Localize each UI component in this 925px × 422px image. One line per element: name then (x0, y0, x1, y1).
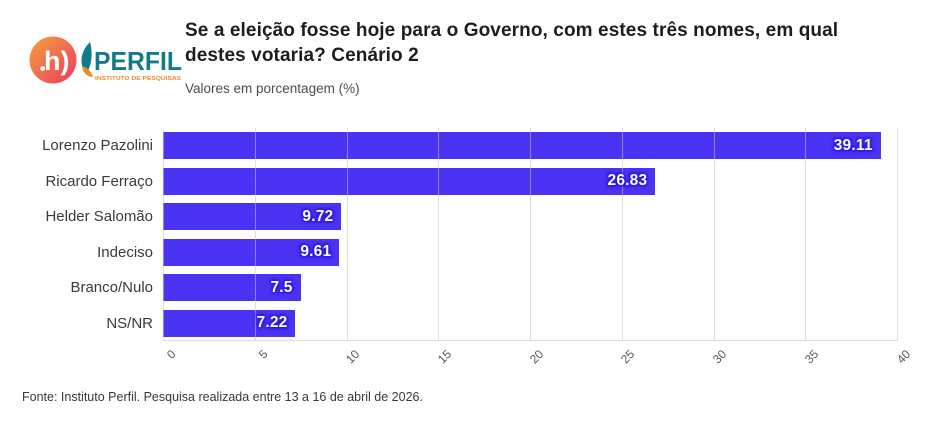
bar: 9.72 (163, 203, 342, 231)
x-axis-tick-label: 5 (256, 347, 271, 362)
bar: 7.5 (163, 274, 301, 302)
bar: 26.83 (163, 167, 656, 195)
logo-monogram-text: h) (44, 46, 69, 76)
x-axis-tick-label: 25 (618, 347, 638, 367)
chart-subtitle: Valores em porcentagem (%) (185, 81, 360, 96)
bar: 39.11 (163, 132, 881, 160)
bar-value-label: 9.61 (300, 243, 332, 261)
logo-monogram-icon: h) (29, 36, 77, 84)
gridline (438, 128, 440, 341)
category-label: Indeciso (97, 243, 153, 261)
x-axis-tick-label: 10 (343, 347, 363, 367)
perfil-logo: h) PERFIL INSTITUTO DE PESQUISAS (29, 36, 182, 84)
category-label: NS/NR (106, 314, 153, 332)
plot-area: 39.11 26.83 9.72 9.61 7.5 7.22 0 5 10 15 20 25 30 35 4… (163, 128, 913, 366)
logo-brand-text: PERFIL (94, 46, 182, 76)
x-axis-tick-label: 20 (526, 347, 546, 367)
category-label: Ricardo Ferraço (45, 172, 153, 190)
y-axis-category-labels: Lorenzo Pazolini Ricardo Ferraço Helder Sa… (0, 128, 153, 341)
bar: 9.61 (163, 238, 340, 266)
x-axis-tick-label: 40 (893, 347, 913, 367)
chart-title: Se a eleição fosse hoje para o Governo, … (185, 20, 839, 67)
logo-tagline-text: INSTITUTO DE PESQUISAS (95, 76, 181, 82)
gridline (897, 128, 898, 341)
gridline (805, 128, 807, 341)
category-label: Branco/Nulo (70, 279, 153, 297)
gridline (346, 128, 348, 341)
x-axis-tick-label: 35 (801, 347, 822, 367)
gridline (621, 128, 623, 341)
bar-value-label: 7.22 (256, 314, 288, 332)
bar-value-label: 39.11 (833, 136, 873, 154)
x-axis-tick-label: 30 (710, 347, 730, 367)
bar-value-label: 7.5 (270, 278, 293, 296)
bar-value-label: 26.83 (607, 172, 648, 190)
category-label: Lorenzo Pazolini (42, 137, 153, 155)
gridline (163, 128, 164, 341)
category-label: Helder Salomão (45, 208, 153, 226)
logo-leaf-icon (81, 42, 93, 77)
gridline (713, 128, 715, 341)
x-axis-tick-label: 15 (434, 347, 455, 367)
bar: 7.22 (163, 309, 296, 337)
source-note: Fonte: Instituto Perfil. Pesquisa realiz… (22, 390, 423, 404)
gridline (254, 128, 256, 341)
gridline (530, 128, 531, 341)
x-axis-tick-label: 0 (164, 347, 179, 362)
bar-value-label: 9.72 (302, 207, 334, 225)
